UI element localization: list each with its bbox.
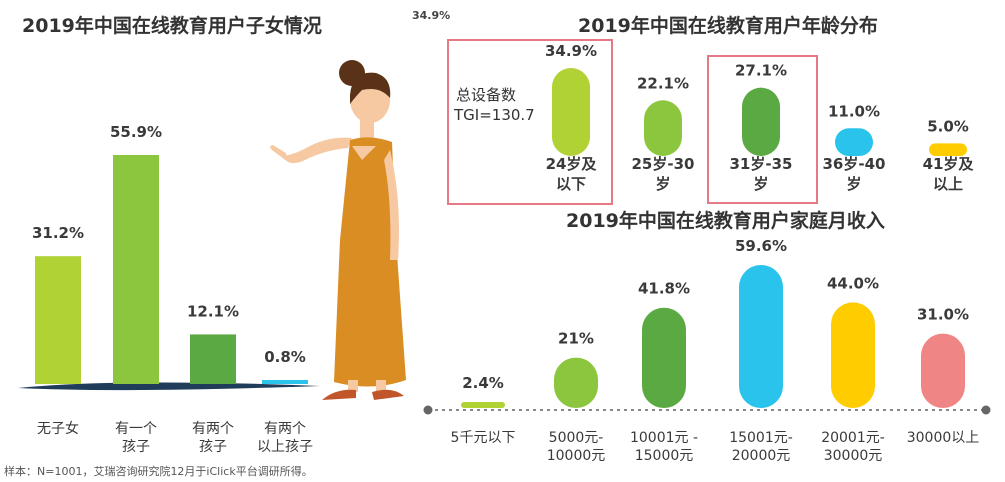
stray-percentage-label: 34.9% — [412, 9, 450, 22]
children-chart-baseline — [18, 382, 320, 391]
income-axis-start-dot — [423, 405, 433, 415]
income-category-5-line-1: 20001元- — [821, 430, 885, 446]
children-category-4-line-2: 以上孩子 — [257, 439, 313, 455]
children-bar-3-value: 12.1% — [187, 302, 239, 320]
children-category-3-line-1: 有两个 — [192, 421, 234, 437]
income-category-4-line-2: 20000元 — [732, 448, 791, 464]
income-category-4-line-1: 15001元- — [729, 430, 793, 446]
income-bar-1-value: 2.4% — [462, 374, 504, 392]
children-category-2-line-2: 孩子 — [122, 439, 150, 455]
age-bar-4-value: 11.0% — [828, 102, 880, 120]
children-category-3-line-2: 孩子 — [199, 439, 227, 455]
income-category-2-line-1: 5000元- — [549, 430, 604, 446]
income-bar-6-value: 31.0% — [917, 306, 969, 324]
age-bar-5 — [929, 143, 967, 156]
income-bar-4 — [739, 265, 783, 408]
age-bar-4 — [835, 128, 873, 156]
income-bar-3-value: 41.8% — [638, 280, 690, 298]
income-bar-5 — [831, 302, 875, 408]
age-bar-2-value: 22.1% — [637, 74, 689, 92]
age-bar-1-value: 34.9% — [545, 42, 597, 60]
highlight-frame-under-24 — [447, 39, 613, 205]
age-category-1-line-2: 以下 — [556, 175, 586, 193]
age-chart-title: 2019年中国在线教育用户年龄分布 — [578, 14, 878, 37]
age-category-3-line-1: 31岁-35 — [730, 155, 793, 173]
income-bar-5-value: 44.0% — [827, 274, 879, 292]
income-category-2-line-2: 10000元 — [547, 448, 606, 464]
children-bar-4 — [262, 380, 308, 384]
children-chart-title: 2019年中国在线教育用户子女情况 — [22, 14, 322, 37]
age-category-2-line-1: 25岁-30 — [632, 155, 695, 173]
income-bar-2-value: 21% — [558, 330, 594, 348]
age-category-5-line-1: 41岁及 — [923, 155, 975, 173]
income-chart-title: 2019年中国在线教育用户家庭月收入 — [566, 209, 885, 232]
age-category-3-line-2: 岁 — [753, 175, 768, 193]
income-category-5-line-2: 30000元 — [824, 448, 883, 464]
age-bar-5-value: 5.0% — [927, 117, 969, 135]
children-bar-3 — [190, 334, 236, 384]
income-bar-6 — [921, 333, 965, 408]
age-bar-1 — [552, 68, 590, 156]
children-category-2-line-1: 有一个 — [115, 421, 157, 437]
age-category-5-line-2: 以上 — [933, 175, 963, 193]
income-bar-3 — [642, 307, 686, 408]
income-category-1-line-1: 5千元以下 — [451, 430, 516, 446]
children-category-4-line-1: 有两个 — [264, 421, 306, 437]
income-category-3-line-2: 15000元 — [635, 448, 694, 464]
age-bar-3 — [742, 87, 780, 156]
age-category-1-line-1: 24岁及 — [546, 155, 598, 173]
children-bar-2-value: 55.9% — [110, 123, 162, 141]
age-category-4-line-2: 岁 — [846, 175, 861, 193]
tgi-note-label: 总设备数 — [456, 86, 516, 104]
income-category-3-line-1: 10001元 - — [630, 430, 698, 446]
children-bar-4-value: 0.8% — [264, 348, 306, 366]
income-bar-2 — [554, 357, 598, 408]
tgi-note-value: TGI=130.7 — [453, 106, 535, 124]
footnote: 样本：N=1001，艾瑞咨询研究院12月于iClick平台调研所得。 — [4, 464, 313, 478]
income-axis-end-dot — [981, 405, 991, 415]
age-category-4-line-1: 36岁-40 — [823, 155, 886, 173]
children-bar-1 — [35, 256, 81, 384]
income-category-6-line-1: 30000以上 — [907, 430, 980, 446]
woman-illustration — [270, 60, 406, 400]
income-bar-4-value: 59.6% — [735, 237, 787, 255]
age-bar-3-value: 27.1% — [735, 62, 787, 80]
children-category-1-line-1: 无子女 — [37, 420, 79, 437]
children-bar-2 — [113, 155, 159, 384]
age-bar-2 — [644, 100, 682, 156]
age-category-2-line-2: 岁 — [655, 175, 670, 193]
children-bar-1-value: 31.2% — [32, 224, 84, 242]
highlight-frame-31-35 — [707, 55, 818, 204]
income-bar-1 — [461, 402, 505, 408]
